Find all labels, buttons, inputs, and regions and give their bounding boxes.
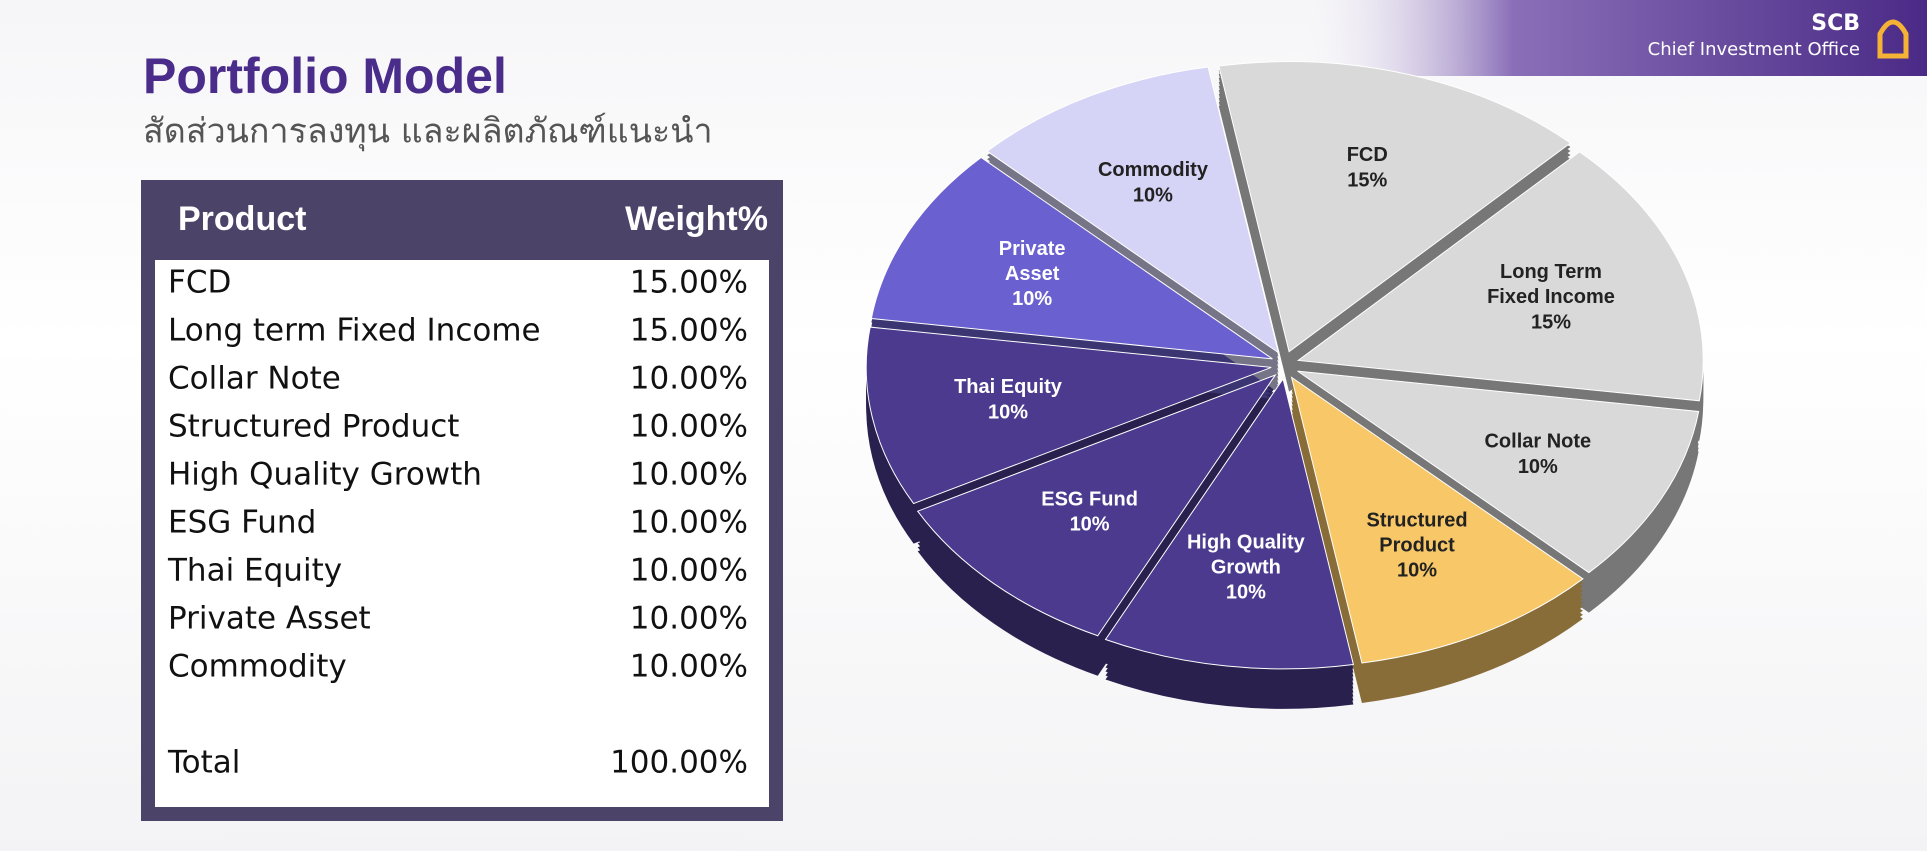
brand-logo (1877, 19, 1909, 59)
row-product: Long term Fixed Income (168, 313, 541, 349)
row-weight: 10.00% (630, 649, 748, 685)
row-weight: 10.00% (630, 361, 748, 397)
slice (986, 66, 1280, 354)
slice-label: Collar Note (1484, 431, 1591, 453)
slice (870, 156, 1273, 360)
slice-value: 10% (1226, 582, 1266, 604)
row-product: Thai Equity (167, 553, 342, 589)
slice-label: Long Term Fixed Income (1487, 261, 1615, 308)
row-weight: 15.00% (630, 265, 748, 301)
slice (1296, 151, 1704, 402)
slice (865, 326, 1272, 505)
row-product: Collar Note (168, 361, 341, 397)
row-product: High Quality Growth (168, 457, 482, 493)
slice-value: 10% (1070, 514, 1110, 536)
row-weight: 10.00% (630, 409, 748, 445)
brand-bar (1290, 0, 1927, 76)
slice-label: Commodity (1098, 159, 1209, 181)
slice-value: 10% (1397, 560, 1437, 582)
slice-value: 15% (1347, 169, 1387, 191)
slice-value: 10% (1012, 288, 1052, 310)
title: Portfolio Model (143, 48, 507, 104)
slice-label: Private Asset (999, 238, 1066, 285)
slice-value: 15% (1531, 311, 1571, 333)
table-body (155, 260, 769, 807)
row-product: Commodity (168, 649, 347, 685)
table: Product Weight% FCD 15.00% Long term Fixed I… (167, 200, 768, 781)
total-label: Total (167, 745, 240, 781)
row-product: ESG Fund (168, 505, 316, 541)
pie-chart: FCD 15% Long Term Fixed Income 15% Collar Not… (865, 61, 1704, 709)
slice (916, 374, 1277, 637)
slice-label: High Quality Growth (1187, 532, 1306, 579)
row-product: FCD (168, 265, 231, 301)
total-value: 100.00% (610, 745, 748, 781)
slice-label: Structured Product (1366, 510, 1467, 557)
row-weight: 15.00% (630, 313, 748, 349)
brand: SCB (1811, 11, 1860, 36)
row-weight: 10.00% (630, 457, 748, 493)
row-weight: 10.00% (630, 601, 748, 637)
row-weight: 10.00% (630, 553, 748, 589)
slice (1290, 376, 1584, 664)
slice-label: ESG Fund (1041, 489, 1138, 511)
column-header: Weight% (625, 200, 768, 238)
row-weight: 10.00% (630, 505, 748, 541)
row-product: Structured Product (168, 409, 459, 445)
slice-label: FCD (1347, 144, 1388, 166)
slice (1218, 61, 1572, 353)
slice-value: 10% (988, 401, 1028, 423)
slice (1104, 377, 1354, 670)
slice-value: 10% (1133, 184, 1173, 206)
row-product: Private Asset (168, 601, 371, 637)
slice-value: 10% (1518, 456, 1558, 478)
brand-sub: Chief Investment Office (1648, 39, 1860, 60)
slice (1297, 370, 1700, 574)
slice-label: Thai Equity (954, 376, 1063, 398)
subtitle: สัดส่วนการลงทุน และผลิตภัณฑ์แนะนำ (143, 112, 713, 152)
column-header: Product (178, 200, 306, 238)
